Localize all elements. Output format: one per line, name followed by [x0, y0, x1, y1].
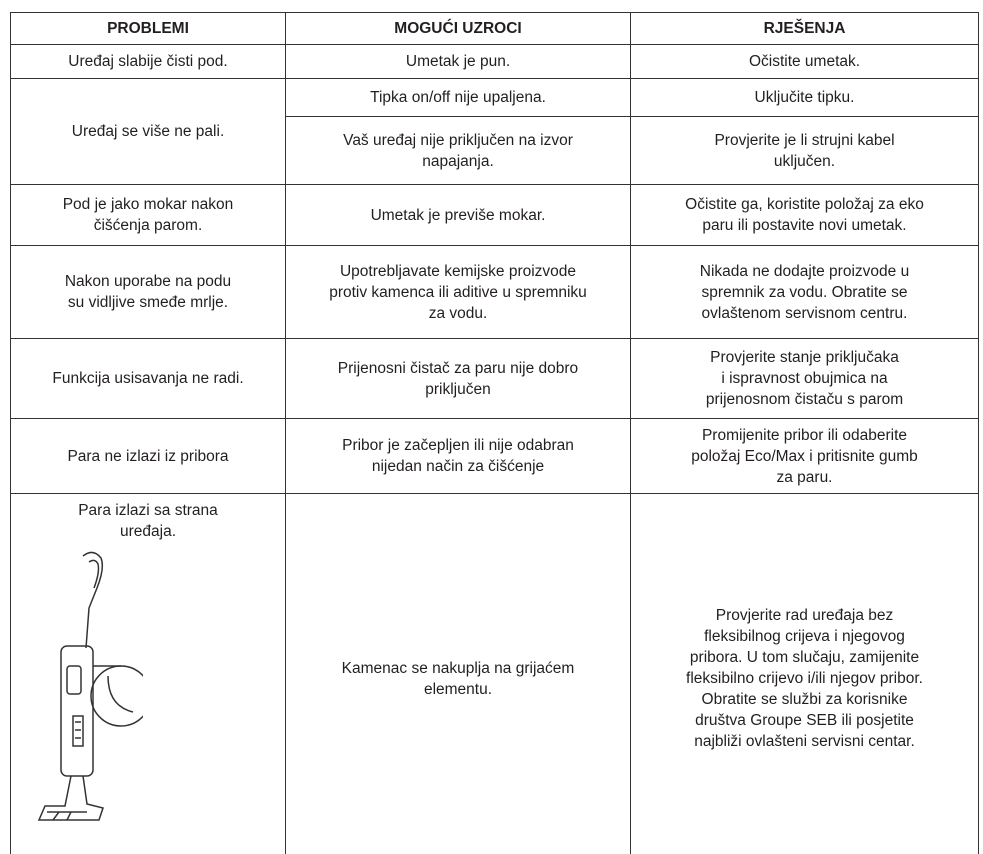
cell-text: Prijenosni čistač za paru nije dobro pri… [337, 359, 579, 398]
table-row: Uređaj se više ne pali. Tipka on/off nije… [10, 78, 979, 185]
table-cell: Para izlazi sa strana uređaja. [10, 493, 286, 854]
cell-text: Upotrebljavate kemijske proizvode protiv… [329, 262, 587, 322]
cell-text: Vaš uređaj nije priključen na izvor napa… [343, 131, 573, 170]
table-row: Para izlazi sa strana uređaja. Kamenac s… [10, 493, 979, 854]
cell-text: Umetak je previše mokar. [370, 206, 546, 224]
header-cell: MOGUĆI UZROCI [285, 12, 631, 45]
table-cell: Vaš uređaj nije priključen na izvor napa… [285, 116, 631, 185]
header-cell: PROBLEMI [10, 12, 286, 45]
table-cell: Nakon uporabe na podu su vidljive smeđe … [10, 245, 286, 339]
cell-text: Promijenite pribor ili odaberite položaj… [691, 426, 918, 486]
table-cell: Nikada ne dodajte proizvode u spremnik z… [630, 245, 979, 339]
cell-text: Funkcija usisavanja ne radi. [52, 370, 244, 387]
cell-text: Pribor je začepljen ili nije odabran nij… [342, 437, 574, 475]
table-cell: Umetak je previše mokar. [285, 184, 631, 246]
table-row: Funkcija usisavanja ne radi. Prijenosni č… [10, 338, 979, 419]
table-cell: Funkcija usisavanja ne radi. [10, 338, 286, 419]
table-row: Uređaj slabije čisti pod. Umetak je pun. O… [10, 44, 979, 79]
troubleshooting-table: PROBLEMI MOGUĆI UZROCI RJEŠENJA Uređaj sla… [10, 12, 979, 854]
cell-text: Kamenac se nakuplja na grijaćem elementu… [341, 659, 575, 698]
table-row: Pod je jako mokar nakon čišćenja parom. U… [10, 184, 979, 246]
table-cell: Tipka on/off nije upaljena. [285, 78, 631, 117]
table-cell: Uređaj slabije čisti pod. [10, 44, 286, 79]
header-row: PROBLEMI MOGUĆI UZROCI RJEŠENJA [10, 12, 979, 45]
table-row: Vaš uređaj nije priključen na izvor napa… [11, 116, 979, 185]
table-row: Nakon uporabe na podu su vidljive smeđe … [10, 245, 979, 339]
table-cell: Očistite umetak. [630, 44, 979, 79]
cell-text: Para ne izlazi iz pribora [67, 447, 229, 465]
table-cell: Upotrebljavate kemijske proizvode protiv… [285, 245, 631, 339]
cell-text: Uređaj se više ne pali. [71, 123, 225, 140]
cell-text: Provjerite rad uređaja bez fleksibilnog … [686, 607, 923, 750]
table-cell: Kamenac se nakuplja na grijaćem elementu… [285, 493, 631, 854]
cell-text: Nikada ne dodajte proizvode u spremnik z… [699, 262, 910, 322]
cell-text: Tipka on/off nije upaljena. [370, 89, 546, 106]
cell-text: Uključite tipku. [754, 89, 855, 106]
cell-text: Očistite umetak. [748, 53, 861, 70]
table-cell: Para ne izlazi iz pribora [10, 418, 286, 494]
table-cell: Prijenosni čistač za paru nije dobro pri… [285, 338, 631, 419]
table-cell: Očistite ga, koristite položaj za eko pa… [630, 184, 979, 246]
cell-text: Očistite ga, koristite položaj za eko pa… [685, 196, 924, 234]
table-row: Para ne izlazi iz pribora Pribor je začep… [10, 418, 979, 494]
cell-text: Pod je jako mokar nakon čišćenja parom. [62, 196, 234, 234]
table-cell: Uključite tipku. [630, 78, 979, 117]
cell-text: Nakon uporabe na podu su vidljive smeđe … [64, 273, 232, 311]
table-cell: Provjerite stanje priključaka i ispravno… [630, 338, 979, 419]
table-cell: Pribor je začepljen ili nije odabran nij… [285, 418, 631, 494]
table-cell: Promijenite pribor ili odaberite položaj… [630, 418, 979, 494]
cell-text: Umetak je pun. [405, 53, 511, 70]
cell-text: Para izlazi sa strana uređaja. [78, 502, 218, 540]
cell-text: Provjerite stanje priključaka i ispravno… [705, 349, 904, 408]
table-cell: Umetak je pun. [285, 44, 631, 79]
cell-text: Provjerite je li strujni kabel uključen. [714, 131, 895, 170]
table-cell: Uređaj se više ne pali. [10, 78, 286, 185]
table-cell: Provjerite rad uređaja bez fleksibilnog … [630, 493, 979, 854]
table-cell: Provjerite je li strujni kabel uključen. [630, 116, 979, 185]
header-cell: RJEŠENJA [630, 12, 979, 45]
cell-text: Uređaj slabije čisti pod. [68, 53, 228, 70]
device-illustration [37, 551, 143, 821]
table-cell: Pod je jako mokar nakon čišćenja parom. [10, 184, 286, 246]
